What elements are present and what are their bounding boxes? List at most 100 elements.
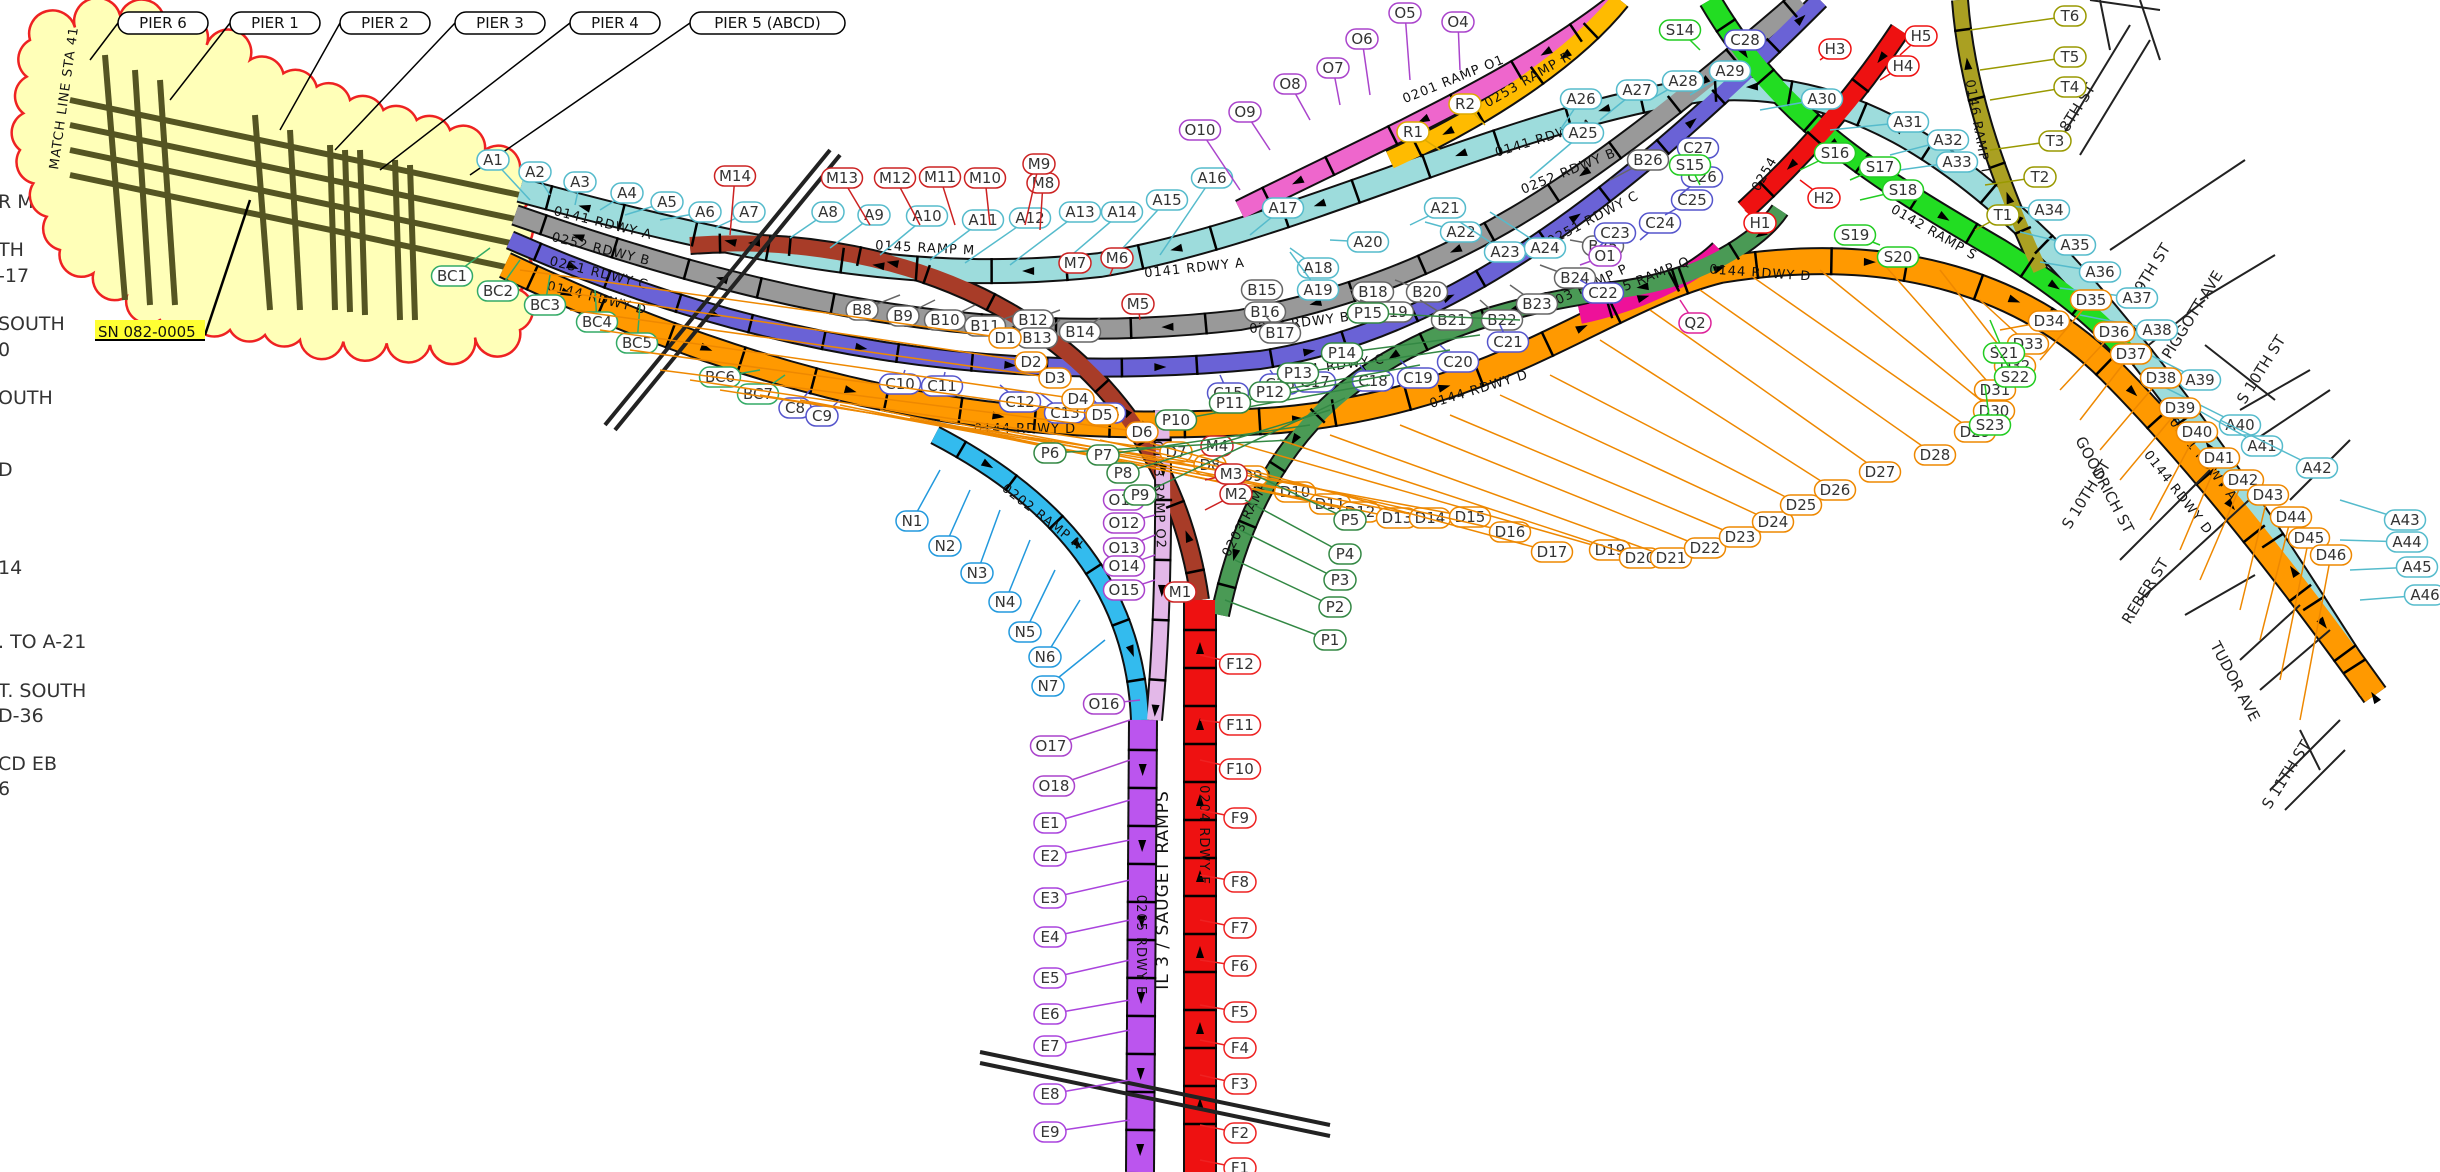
pier-bubble[interactable]: H2 bbox=[1799, 179, 1841, 209]
pier-bubble[interactable]: A22 bbox=[1424, 221, 1483, 243]
pier-bubble[interactable]: M5 bbox=[1121, 293, 1155, 321]
pier-bubble[interactable]: C25 bbox=[1664, 189, 1714, 216]
pier-bubble[interactable]: C19 bbox=[1396, 359, 1440, 389]
pier-bubble[interactable]: B16 bbox=[1243, 301, 1287, 323]
pier-bubble[interactable]: A30 bbox=[1759, 88, 1844, 111]
pier-bubble[interactable]: M13 bbox=[820, 167, 871, 226]
pier-bubble[interactable]: O12 bbox=[1102, 512, 1156, 534]
pier-bubble[interactable]: M7 bbox=[1058, 252, 1092, 274]
pier-bubble[interactable]: M11 bbox=[918, 166, 962, 226]
pier-bubble[interactable]: M8 bbox=[1026, 172, 1060, 231]
pier-bubble[interactable]: A24 bbox=[1489, 211, 1567, 259]
pier-bubble[interactable]: O10 bbox=[1178, 119, 1241, 191]
pier-bubble[interactable]: D4 bbox=[599, 329, 1095, 410]
pier-bubble[interactable]: B23 bbox=[1509, 284, 1559, 315]
pier-bubble[interactable]: S23 bbox=[1968, 384, 2012, 436]
pier-bubble[interactable]: A29 bbox=[1689, 60, 1752, 96]
pier-bubble[interactable]: O1 bbox=[1579, 245, 1622, 267]
pier-bubble[interactable]: N5 bbox=[1008, 569, 1056, 643]
pier-bubble[interactable]: T5 bbox=[1979, 46, 2087, 71]
pier-bubble[interactable]: A39 bbox=[2119, 339, 2222, 391]
pier-bubble[interactable]: P9 bbox=[1123, 397, 1346, 506]
pier-bubble[interactable]: A27 bbox=[1599, 79, 1659, 121]
pier-bubble[interactable]: F2 bbox=[1199, 1122, 1257, 1144]
pier-bubble[interactable]: D3 bbox=[569, 309, 1072, 389]
pier-bubble[interactable]: D45 bbox=[2279, 527, 2331, 681]
pier-bubble[interactable]: N7 bbox=[1031, 639, 1106, 697]
pier-bubble[interactable]: D29 bbox=[1749, 274, 1997, 443]
pier-bubble[interactable]: F8 bbox=[1199, 871, 1257, 893]
pier-bubble[interactable]: B12 bbox=[1011, 309, 1061, 331]
pier-bubble[interactable]: C24 bbox=[1638, 212, 1682, 241]
pier-bubble[interactable]: A43 bbox=[2339, 499, 2427, 531]
pier-bubble[interactable]: A1 bbox=[476, 149, 531, 201]
pier-bubble[interactable]: A46 bbox=[2359, 584, 2440, 606]
pier-bubble[interactable]: A32 bbox=[1889, 129, 1970, 156]
pier-bubble[interactable]: A6 bbox=[659, 201, 722, 223]
pier-bubble[interactable]: E1 bbox=[1033, 799, 1131, 834]
pier-bubble[interactable]: A11 bbox=[929, 209, 1005, 261]
pier-bubble[interactable]: A36 bbox=[2039, 261, 2122, 283]
pier-bubble[interactable]: O14 bbox=[1102, 554, 1156, 577]
pier-bubble[interactable]: H1 bbox=[1743, 209, 1777, 234]
pier-bubble[interactable]: N1 bbox=[895, 469, 941, 532]
pier-bubble[interactable]: A4 bbox=[599, 182, 644, 211]
pier-bubble[interactable]: S19 bbox=[1833, 224, 1881, 246]
pier-bubble[interactable]: M14 bbox=[713, 165, 757, 236]
pier-bubble[interactable]: P14 bbox=[1320, 334, 1481, 364]
pier-bubble[interactable]: O5 bbox=[1388, 2, 1422, 81]
pier-bubble[interactable]: O15 bbox=[1102, 579, 1156, 601]
pier-bubble[interactable]: P11 bbox=[1208, 374, 1391, 414]
pier-bubble[interactable]: A18 bbox=[1289, 247, 1340, 279]
pier-bubble[interactable]: B18 bbox=[1349, 281, 1395, 303]
pier-bubble[interactable]: B8 bbox=[845, 294, 901, 321]
pier-bubble[interactable]: C22 bbox=[1579, 279, 1625, 304]
pier-bubble[interactable]: S17 bbox=[1849, 156, 1902, 181]
pier-bubble[interactable]: P5 bbox=[1254, 474, 1367, 531]
pier-bubble[interactable]: A14 bbox=[1059, 201, 1144, 266]
pier-bubble[interactable]: A45 bbox=[2349, 556, 2439, 578]
pier-bubble[interactable]: N3 bbox=[960, 509, 1001, 584]
pier-bubble[interactable]: B9 bbox=[886, 299, 936, 327]
pier-bubble[interactable]: D38 bbox=[2099, 367, 2183, 451]
pier-bubble[interactable]: O17 bbox=[1029, 719, 1131, 757]
pier-bubble[interactable]: E9 bbox=[1033, 1119, 1131, 1143]
pier-bubble[interactable]: F12 bbox=[1199, 653, 1262, 675]
pier-bubble[interactable]: S20 bbox=[1876, 246, 1921, 268]
pier-bubble[interactable]: A17 bbox=[1249, 197, 1305, 236]
pier-bubble[interactable]: D21 bbox=[1329, 434, 1693, 569]
pier-bubble[interactable]: S22 bbox=[1993, 344, 2037, 388]
pier-bubble[interactable]: D44 bbox=[2259, 506, 2313, 641]
pier-bubble[interactable]: A13 bbox=[1009, 201, 1102, 266]
pier-bubble[interactable]: P12 bbox=[1248, 364, 1421, 403]
pier-bubble[interactable]: R1 bbox=[1396, 121, 1441, 151]
pier-bubble[interactable]: D20 bbox=[1279, 439, 1662, 569]
pier-bubble[interactable]: F10 bbox=[1199, 758, 1262, 780]
pier-bubble[interactable]: D23 bbox=[1449, 414, 1762, 548]
pier-bubble[interactable]: A2 bbox=[518, 161, 552, 196]
pier-bubble[interactable]: N4 bbox=[988, 539, 1031, 613]
pier-bubble[interactable]: B14 bbox=[1058, 317, 1102, 343]
pier-bubble[interactable]: A28 bbox=[1649, 70, 1705, 101]
pier-bubble[interactable]: D1 bbox=[519, 269, 1022, 349]
pier-bubble[interactable]: D27 bbox=[1649, 309, 1902, 483]
pier-bubble[interactable]: C28 bbox=[1723, 29, 1767, 51]
pier-bubble[interactable]: C12 bbox=[998, 384, 1042, 413]
pier-bubble[interactable]: D6 bbox=[659, 369, 1159, 443]
pier-bubble[interactable]: A35 bbox=[2019, 231, 2097, 256]
pier-bubble[interactable]: D17 bbox=[1149, 442, 1574, 563]
pier-bubble[interactable]: O13 bbox=[1102, 534, 1156, 559]
pier-bubble[interactable]: F4 bbox=[1199, 1037, 1257, 1059]
pier-bubble[interactable]: B15 bbox=[1240, 279, 1284, 301]
pier-bubble[interactable]: T3 bbox=[1989, 130, 2072, 152]
pier-bubble[interactable]: A25 bbox=[1529, 122, 1605, 179]
pier-bubble[interactable]: P1 bbox=[1224, 599, 1347, 651]
pier-bubble[interactable]: D43 bbox=[2239, 484, 2290, 611]
pier-bubble[interactable]: O8 bbox=[1273, 73, 1311, 121]
pier-bubble[interactable]: D26 bbox=[1599, 339, 1857, 501]
pier-bubble[interactable]: E8 bbox=[1033, 1079, 1131, 1105]
pier-bubble[interactable]: T4 bbox=[1989, 76, 2087, 101]
pier-bubble[interactable]: A19 bbox=[1289, 251, 1340, 301]
pier-bubble[interactable]: A37 bbox=[2059, 287, 2159, 309]
